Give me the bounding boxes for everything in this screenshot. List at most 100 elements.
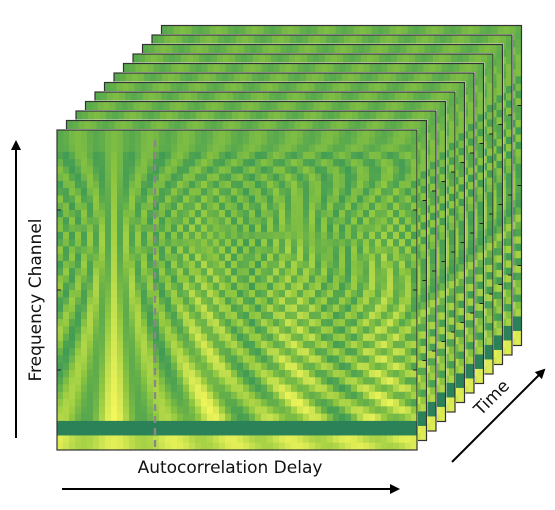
- heatmap-cell: [188, 35, 194, 43]
- heatmap-cell: [464, 35, 470, 43]
- heatmap-cell: [386, 35, 392, 43]
- heatmap-cell: [500, 35, 506, 43]
- heatmap-cell: [416, 35, 422, 43]
- heatmap-cell: [510, 26, 516, 34]
- heatmap-cell: [486, 26, 492, 34]
- heatmap-cell: [272, 35, 278, 43]
- heatmap-cell: [354, 26, 360, 34]
- heatmap-cell: [194, 35, 200, 43]
- heatmap-cell: [450, 26, 456, 34]
- heatmap-cell: [212, 35, 218, 43]
- heatmap-cell: [344, 35, 350, 43]
- heatmap-cell: [170, 35, 176, 43]
- heatmap-cell: [336, 26, 342, 34]
- heatmap-cell: [230, 35, 236, 43]
- heatmap-cell: [164, 35, 170, 43]
- heatmap-cell: [428, 35, 434, 43]
- heatmap-cell: [300, 26, 306, 34]
- heatmap-cell: [404, 35, 410, 43]
- heatmap-cell: [482, 35, 488, 43]
- heatmap-cell: [282, 26, 288, 34]
- heatmap-cell: [396, 26, 402, 34]
- heatmap-cell: [198, 26, 204, 34]
- heatmap-cell: [192, 26, 198, 34]
- heatmap-cell: [294, 26, 300, 34]
- heatmap-cell: [182, 35, 188, 43]
- heatmap-cell: [422, 35, 428, 43]
- heatmap-cell: [290, 35, 296, 43]
- heatmap-cell: [380, 35, 386, 43]
- heatmap-cell: [426, 26, 432, 34]
- heatmap-cell: [366, 26, 372, 34]
- heatmap-cell: [308, 35, 314, 43]
- heatmap-cell: [162, 26, 168, 34]
- heatmap-cell: [324, 26, 330, 34]
- heatmap-cell: [216, 26, 222, 34]
- heatmap-cell: [224, 35, 230, 43]
- heatmap-cell: [374, 35, 380, 43]
- heatmap-cell: [306, 26, 312, 34]
- heatmap-cell: [398, 35, 404, 43]
- heatmap-cell: [312, 26, 318, 34]
- heatmap-cell: [258, 26, 264, 34]
- heatmap-cell: [350, 35, 356, 43]
- heatmap-cell: [318, 26, 324, 34]
- heatmap-cell: [242, 35, 248, 43]
- heatmap-cell: [332, 35, 338, 43]
- heatmap-cell: [444, 26, 450, 34]
- heatmap-cell: [414, 26, 420, 34]
- heatmap-cell: [302, 35, 308, 43]
- heatmap-cell: [476, 35, 482, 43]
- heatmap-cell: [326, 35, 332, 43]
- heatmap-cell: [296, 35, 302, 43]
- heatmap-cell: [408, 26, 414, 34]
- heatmap-cell: [260, 35, 266, 43]
- heatmap-cell: [434, 35, 440, 43]
- heatmap-cell: [446, 35, 452, 43]
- heatmap-cell: [474, 26, 480, 34]
- heatmap-cell: [176, 35, 182, 43]
- heatmap-cell: [470, 35, 476, 43]
- heatmap-cell: [330, 26, 336, 34]
- heatmap-cell: [420, 26, 426, 34]
- heatmap-cell: [438, 26, 444, 34]
- heatmap-cell: [276, 26, 282, 34]
- heatmap-cell: [284, 35, 290, 43]
- heatmap-cell: [240, 26, 246, 34]
- heatmap-cell: [218, 35, 224, 43]
- heatmap-cell: [186, 26, 192, 34]
- heatmap-cell: [462, 26, 468, 34]
- heatmap-cell: [498, 26, 504, 34]
- heatmap-cell: [288, 26, 294, 34]
- heatmap-cell: [206, 35, 212, 43]
- heatmap-cell: [504, 26, 510, 34]
- heatmap-cell: [222, 26, 228, 34]
- heatmap-cell: [348, 26, 354, 34]
- heatmap-cell: [270, 26, 276, 34]
- heatmap-cell: [378, 26, 384, 34]
- heatmap-cell: [488, 35, 494, 43]
- heatmap-cell: [362, 35, 368, 43]
- heatmap-cell: [452, 35, 458, 43]
- heatmap-cell: [360, 26, 366, 34]
- heatmap-cell: [410, 35, 416, 43]
- heatmap-cell: [248, 35, 254, 43]
- heatmap-cell: [320, 35, 326, 43]
- heatmap-cell: [392, 35, 398, 43]
- heatmap-cell: [174, 26, 180, 34]
- heatmap-cell: [158, 35, 164, 43]
- heatmap-cell: [384, 26, 390, 34]
- heatmap-cell: [368, 35, 374, 43]
- heatmap-cell: [456, 26, 462, 34]
- heatmap-cell: [480, 26, 486, 34]
- heatmap-cell: [342, 26, 348, 34]
- heatmap-cell: [314, 35, 320, 43]
- heatmap-cell: [278, 35, 284, 43]
- heatmap-cell: [440, 35, 446, 43]
- heatmap-cell: [494, 35, 500, 43]
- heatmap-cell: [372, 26, 378, 34]
- heatmap-cell: [458, 35, 464, 43]
- heatmap-cell: [152, 35, 158, 43]
- heatmap-cell: [180, 26, 186, 34]
